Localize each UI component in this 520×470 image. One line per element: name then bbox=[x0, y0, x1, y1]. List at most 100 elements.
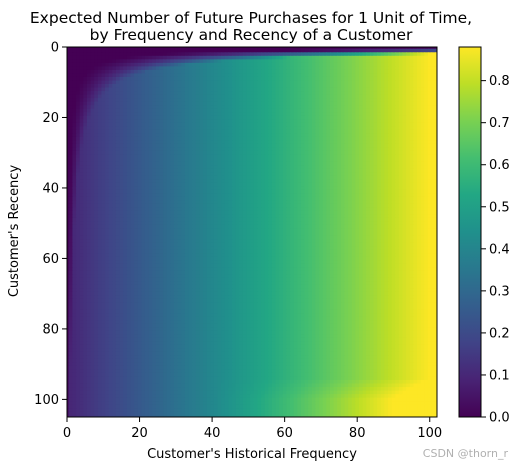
heatmap-cell bbox=[112, 94, 117, 99]
heatmap-cell bbox=[427, 126, 433, 131]
heatmap-cell bbox=[163, 196, 168, 201]
heatmap-cell bbox=[420, 172, 425, 177]
heatmap-cell bbox=[322, 186, 327, 191]
heatmap-cell bbox=[253, 143, 259, 149]
heatmap-cell bbox=[155, 175, 161, 180]
heatmap-cell bbox=[155, 62, 161, 67]
heatmap-cell bbox=[250, 147, 255, 152]
heatmap-cell bbox=[112, 189, 117, 194]
heatmap-cell bbox=[239, 48, 244, 53]
heatmap-cell bbox=[395, 189, 400, 194]
heatmap-cell bbox=[366, 165, 371, 170]
heatmap-cell bbox=[170, 182, 175, 187]
heatmap-cell bbox=[333, 62, 338, 67]
heatmap-cell bbox=[181, 207, 186, 212]
heatmap-cell bbox=[257, 119, 262, 124]
heatmap-cell bbox=[359, 193, 364, 198]
heatmap-cell bbox=[351, 112, 356, 117]
heatmap-cell bbox=[97, 115, 103, 120]
heatmap-cell bbox=[417, 158, 422, 163]
heatmap-cell bbox=[417, 165, 422, 170]
heatmap-cell bbox=[413, 154, 418, 159]
heatmap-cell bbox=[380, 108, 385, 113]
heatmap-cell bbox=[224, 115, 230, 120]
heatmap-cell bbox=[86, 47, 92, 50]
heatmap-cell bbox=[199, 165, 204, 170]
heatmap-cell bbox=[304, 105, 309, 110]
heatmap-cell bbox=[177, 101, 182, 106]
heatmap-cell bbox=[67, 69, 70, 75]
heatmap-cell bbox=[348, 150, 353, 156]
heatmap-cell bbox=[148, 80, 153, 85]
heatmap-cell bbox=[398, 172, 404, 177]
heatmap-cell bbox=[293, 200, 298, 205]
heatmap-cell bbox=[261, 94, 266, 99]
heatmap-cell bbox=[290, 168, 295, 173]
heatmap-cell bbox=[290, 133, 295, 138]
heatmap-cell bbox=[232, 207, 237, 212]
heatmap-cell bbox=[275, 136, 280, 141]
heatmap-cell bbox=[155, 136, 161, 141]
heatmap-cell bbox=[90, 210, 95, 215]
heatmap-cell bbox=[402, 182, 407, 187]
heatmap-cell bbox=[290, 158, 295, 163]
heatmap-cell bbox=[261, 69, 266, 75]
heatmap-cell bbox=[86, 203, 92, 208]
heatmap-cell bbox=[224, 203, 230, 208]
heatmap-cell bbox=[409, 94, 415, 99]
heatmap-cell bbox=[86, 126, 92, 131]
heatmap-cell bbox=[126, 150, 132, 156]
heatmap-cell bbox=[311, 175, 317, 180]
heatmap-cell bbox=[282, 175, 288, 180]
heatmap-cell bbox=[420, 133, 425, 138]
heatmap-cell bbox=[76, 84, 81, 89]
heatmap-cell bbox=[210, 80, 215, 85]
heatmap-cell bbox=[417, 200, 422, 205]
heatmap-cell bbox=[123, 210, 128, 215]
heatmap-cell bbox=[199, 91, 204, 96]
heatmap-cell bbox=[344, 59, 349, 64]
heatmap-cell bbox=[170, 52, 175, 57]
heatmap-cell bbox=[333, 47, 338, 50]
heatmap-cell bbox=[177, 154, 182, 159]
heatmap-cell bbox=[319, 112, 324, 117]
heatmap-cell bbox=[337, 203, 342, 208]
heatmap-cell bbox=[115, 193, 121, 198]
heatmap-cell bbox=[203, 203, 208, 208]
heatmap-cell bbox=[141, 193, 146, 198]
heatmap-cell bbox=[210, 126, 215, 131]
heatmap-cell bbox=[304, 62, 309, 67]
heatmap-cell bbox=[402, 143, 407, 149]
heatmap-cell bbox=[112, 80, 117, 85]
heatmap-cell bbox=[406, 98, 411, 103]
heatmap-cell bbox=[340, 186, 346, 191]
heatmap-cell bbox=[192, 140, 197, 145]
heatmap-cell bbox=[144, 175, 150, 180]
heatmap-cell bbox=[97, 69, 103, 75]
heatmap-cell bbox=[384, 91, 389, 96]
heatmap-cell bbox=[97, 150, 103, 156]
heatmap-cell bbox=[290, 62, 295, 67]
heatmap-cell bbox=[406, 161, 411, 166]
heatmap-cell bbox=[420, 186, 425, 191]
heatmap-cell bbox=[406, 150, 411, 156]
heatmap-cell bbox=[406, 59, 411, 64]
heatmap-cell bbox=[228, 91, 233, 96]
heatmap-cell bbox=[329, 69, 335, 75]
heatmap-cell bbox=[94, 105, 99, 110]
heatmap-cell bbox=[97, 165, 103, 170]
heatmap-cell bbox=[232, 112, 237, 117]
heatmap-cell bbox=[86, 147, 92, 152]
heatmap-cell bbox=[188, 165, 193, 170]
heatmap-cell bbox=[300, 91, 306, 96]
heatmap-cell bbox=[126, 66, 132, 71]
heatmap-cell bbox=[340, 112, 346, 117]
heatmap-cell bbox=[268, 203, 273, 208]
heatmap-cell bbox=[239, 91, 244, 96]
heatmap-cell bbox=[344, 73, 349, 78]
heatmap-cell bbox=[420, 69, 425, 75]
heatmap-cell bbox=[297, 76, 302, 82]
heatmap-cell bbox=[322, 62, 327, 67]
heatmap-cell bbox=[279, 165, 284, 170]
heatmap-cell bbox=[402, 112, 407, 117]
